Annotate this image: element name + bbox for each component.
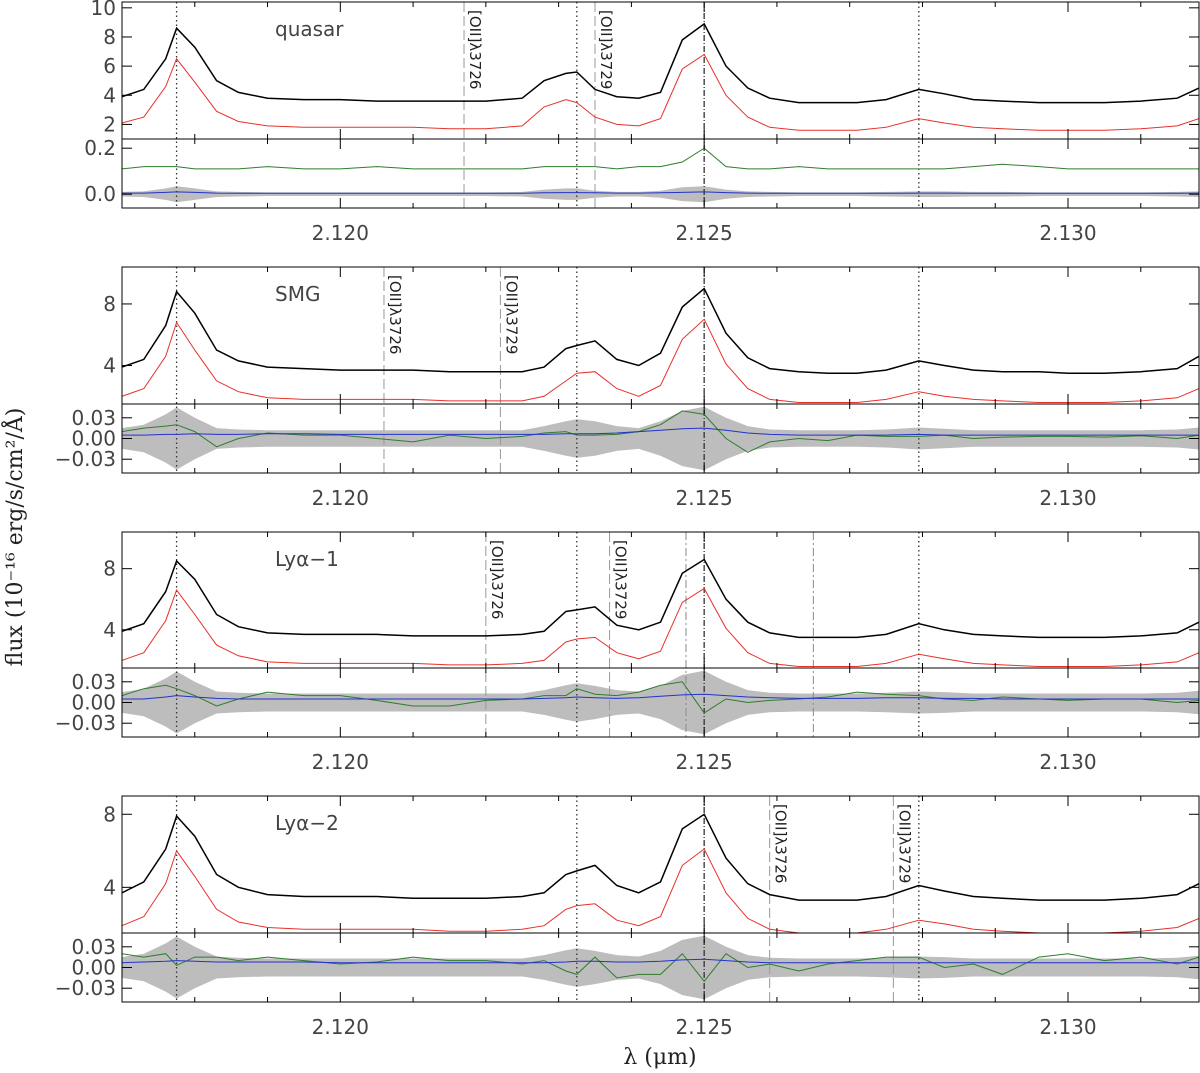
sky-spectrum-line (122, 53, 1199, 131)
x-tick-label: 2.120 (312, 221, 369, 245)
total-spectrum-line (122, 287, 1199, 374)
y-tick-label: 0.00 (71, 427, 116, 451)
x-tick-label: 2.120 (312, 486, 369, 510)
y-tick-label: 6 (103, 54, 116, 78)
x-tick-label: 2.125 (676, 486, 733, 510)
x-tick-label: 2.125 (676, 221, 733, 245)
total-spectrum-line (122, 813, 1199, 901)
residual-line (122, 147, 1199, 170)
error-band (122, 406, 1199, 471)
sky-spectrum-line (122, 318, 1199, 403)
y-tick-label: 8 (103, 25, 116, 49)
error-line (122, 693, 1199, 700)
y-tick-label: 0.00 (71, 956, 116, 980)
oii-line-label: [OII]λ3726 (466, 10, 484, 89)
error-line (122, 427, 1199, 436)
y-tick-label: 0.03 (71, 406, 116, 430)
sky-spectrum-line (122, 848, 1199, 933)
oii-line-label: [OII]λ3729 (612, 540, 630, 619)
error-band (122, 670, 1199, 735)
y-tick-label: −0.03 (55, 711, 116, 735)
oii-line-label: [OII]λ3726 (772, 804, 790, 883)
panel-4: [OII]λ3726 [OII]λ3729 2.120 2.125 2.130 4 8 0.0… (55, 795, 1200, 1039)
y-tick-label: 0.00 (71, 691, 116, 715)
x-tick-label: 2.130 (1039, 221, 1096, 245)
residual-line (122, 681, 1199, 714)
y-tick-label: 0.03 (71, 670, 116, 694)
panel-label: SMG (275, 282, 320, 306)
error-line (122, 191, 1199, 194)
x-tick-label: 2.130 (1039, 1015, 1096, 1039)
oii-line-label: [OII]λ3729 (502, 275, 520, 354)
x-tick-label: 2.125 (676, 1015, 733, 1039)
y-tick-label: 2 (103, 112, 116, 136)
x-tick-label: 2.125 (676, 750, 733, 774)
panel-2: [OII]λ3726 [OII]λ3729 2.120 2.125 2.130 4 8 0.0… (55, 266, 1200, 510)
panel-1: [OII]λ3726 [OII]λ3729 2.120 2.125 2.130 2 4 6 8 1… (84, 0, 1200, 245)
y-tick-label: −0.03 (55, 447, 116, 471)
x-tick-label: 2.130 (1039, 750, 1096, 774)
panels-group: [OII]λ3726 [OII]λ3729 2.120 2.125 2.130 2 4 6 8 1… (55, 0, 1200, 1039)
oii-line-label: [OII]λ3729 (597, 10, 615, 89)
y-tick-label: 4 (103, 618, 116, 642)
error-band (122, 935, 1199, 1000)
y-tick-label: 10 (91, 0, 116, 20)
bottom-frame (121, 138, 1200, 209)
y-axis-title: flux (10⁻¹⁶ erg/s/cm²/Å) (0, 408, 28, 667)
oii-line-label: [OII]λ3729 (895, 804, 913, 883)
y-tick-label: 0.03 (71, 935, 116, 959)
total-spectrum-line (122, 22, 1199, 104)
oii-line-label: [OII]λ3726 (488, 540, 506, 619)
panel-label: quasar (275, 17, 344, 41)
oii-line-label: [OII]λ3726 (386, 275, 404, 354)
x-tick-label: 2.130 (1039, 486, 1096, 510)
y-tick-label: 0.2 (84, 136, 116, 160)
y-tick-label: 4 (103, 354, 116, 378)
panel-3: [OII]λ3726 [OII]λ3729 2.120 2.125 2.130 4 8 0.0… (55, 531, 1200, 774)
x-axis-title: λ (μm) (623, 1045, 696, 1070)
total-spectrum-line (122, 558, 1199, 639)
residual-line (122, 952, 1199, 983)
y-tick-label: 4 (103, 83, 116, 107)
y-tick-label: 4 (103, 875, 116, 899)
y-tick-label: 8 (103, 557, 116, 581)
panel-label: Lyα−2 (275, 811, 339, 835)
x-tick-label: 2.120 (312, 750, 369, 774)
sky-spectrum-line (122, 587, 1199, 667)
y-tick-label: 8 (103, 802, 116, 826)
y-tick-label: 0.0 (84, 182, 116, 206)
error-band (122, 186, 1199, 203)
y-tick-label: −0.03 (55, 976, 116, 1000)
x-tick-label: 2.120 (312, 1015, 369, 1039)
panel-label: Lyα−1 (275, 547, 339, 571)
error-line (122, 958, 1199, 964)
y-tick-label: 8 (103, 292, 116, 316)
